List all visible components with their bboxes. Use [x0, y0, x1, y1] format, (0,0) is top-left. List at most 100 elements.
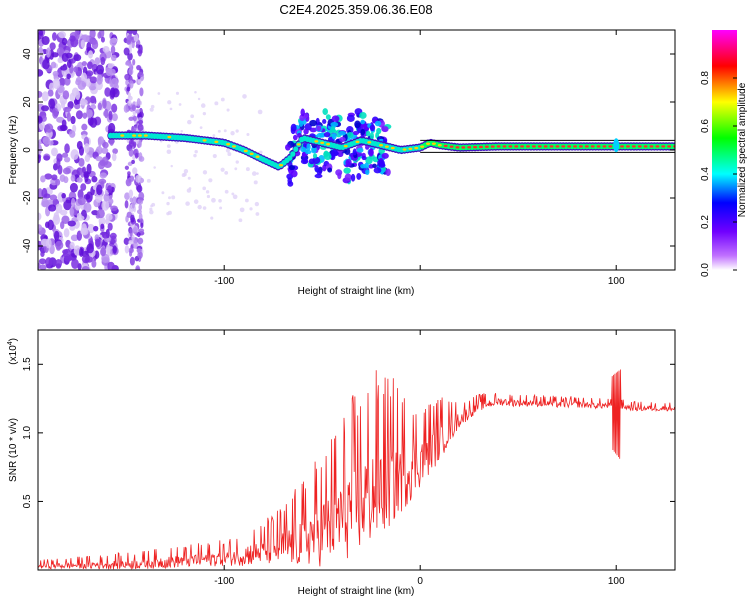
spectrogram-noise-blob [107, 185, 113, 194]
spectrogram-faint-blob [231, 192, 235, 196]
spectrogram-ridge-core [384, 145, 389, 148]
spectrogram-noise-blob [123, 104, 129, 113]
spectrogram-y-tick-label: 0 [22, 147, 33, 153]
spectrogram-noise-blob [89, 117, 98, 128]
spectrogram-faint-blob [153, 166, 156, 169]
spectrogram-faint-blob [212, 134, 216, 137]
spectrogram-noise-blob [44, 123, 54, 133]
spectrogram-noise-blob [42, 59, 50, 70]
spectrogram-noise-blob [77, 196, 86, 206]
spectrogram-noise-blob [38, 188, 43, 199]
spectrogram-noise-blob [64, 256, 73, 262]
spectrogram-noise-blob [140, 222, 144, 229]
snr-y-tick-label: 1.0 [22, 425, 33, 439]
spectrogram-ridge-core [543, 145, 548, 148]
spectrogram-cluster-blob [376, 127, 382, 135]
spectrogram-noise-blob [45, 238, 52, 249]
spectrogram-noise-blob [102, 99, 107, 109]
spectrogram-noise-blob [136, 97, 141, 107]
svg-text:(x104): (x104) [7, 338, 19, 365]
spectrogram-faint-blob [197, 97, 201, 101]
spectrogram-ridge-core [590, 145, 595, 148]
spectrogram-noise-blob [52, 107, 59, 119]
spectrogram-noise-blob [48, 98, 56, 109]
spectrogram-noise-blob [80, 39, 85, 49]
spectrogram-faint-blob [244, 198, 249, 203]
spectrogram-faint-blob [151, 202, 156, 207]
spectrogram-noise-blob [138, 228, 145, 233]
colorbar-tick-label: 0.0 [700, 263, 711, 277]
spectrogram-noise-blob [42, 136, 51, 145]
spectrogram-noise-blob [132, 239, 138, 249]
spectrogram-ridge-core [143, 134, 148, 137]
spectrogram-noise-blob [111, 153, 117, 162]
spectrogram-noise-blob [87, 50, 94, 59]
spectrogram-ridge-core [255, 155, 260, 158]
spectrogram-noise-blob [107, 261, 115, 270]
spectrogram-cluster-blob [323, 153, 332, 161]
spectrogram-noise-blob [102, 233, 109, 239]
colorbar-tick-label: 0.6 [700, 119, 711, 133]
spectrogram-faint-blob [246, 132, 250, 137]
spectrogram-noise-blob [109, 37, 117, 47]
spectrogram-faint-blob [200, 103, 206, 108]
spectrogram-ridge-core [420, 145, 425, 148]
spectrogram-ridge-core [631, 145, 636, 148]
spectrogram-ridge-core [431, 142, 436, 145]
spectrogram-faint-blob [259, 150, 263, 155]
spectrogram-noise-blob [125, 61, 130, 66]
spectrogram-noise-blob [86, 41, 92, 51]
colorbar-tick-label: 0.8 [700, 71, 711, 85]
spectrogram-cluster-blob [292, 134, 298, 141]
spectrogram-noise-blob [60, 100, 66, 109]
spectrogram-ridge-core [202, 139, 207, 142]
spectrogram-faint-blob [219, 206, 223, 210]
spectrogram-noise-blob [136, 248, 142, 253]
spectrogram-faint-blob [205, 190, 210, 194]
spectrogram-noise-blob [81, 266, 90, 270]
spectrogram-noise-blob [139, 87, 144, 97]
spectrogram-cluster-blob [365, 130, 371, 137]
spectrogram-ridge-core [137, 134, 142, 137]
spectrogram-cluster-blob [369, 132, 374, 140]
spectrogram-noise-blob [100, 223, 105, 229]
spectrogram-ridge-core [596, 145, 601, 148]
spectrogram-noise-blob [38, 46, 43, 54]
spectrogram-noise-blob [77, 80, 86, 91]
spectrogram-noise-blob [61, 52, 69, 62]
spectrogram-faint-blob [187, 119, 192, 125]
spectrogram-faint-blob [210, 216, 214, 220]
spectrogram-noise-blob [55, 178, 61, 186]
spectrogram-noise-blob [75, 110, 83, 120]
spectrogram-y-label: Frequency (Hz) [8, 116, 19, 185]
spectrogram-noise-blob [69, 92, 75, 102]
spectrogram-noise-blob [93, 225, 99, 232]
spectrogram-ridge-core [326, 143, 331, 146]
snr-x-tick-label: -100 [214, 576, 234, 587]
spectrogram-noise-blob [137, 251, 143, 260]
spectrogram-noise-blob [41, 197, 49, 208]
spectrogram-noise-blob [48, 204, 57, 212]
spectrogram-noise-blob [96, 74, 103, 85]
spectrogram-cluster-blob [298, 119, 304, 127]
spectrogram-noise-blob [38, 258, 47, 265]
spectrogram-noise-blob [110, 205, 118, 211]
spectrogram-ridge-mid [293, 146, 299, 152]
spectrogram-ridge-core [320, 141, 325, 144]
snr-scale-exponent: 4 [7, 341, 14, 345]
spectrogram-faint-blob [167, 100, 172, 105]
spectrogram-ridge-core [232, 145, 236, 148]
spectrogram-faint-blob [160, 140, 163, 143]
spectrogram-noise-blob [52, 32, 57, 41]
spectrogram-noise-blob [133, 34, 139, 42]
spectrogram-x-label: Height of straight line (km) [298, 286, 415, 297]
spectrogram-noise-blob [53, 212, 60, 221]
spectrogram-noise-blob [44, 173, 53, 180]
spectrogram-faint-blob [239, 207, 245, 213]
spectrogram-noise-blob [38, 90, 43, 98]
spectrogram-faint-blob [226, 108, 230, 112]
spectrogram-cluster-blob [361, 155, 367, 161]
spectrogram-noise-blob [128, 148, 134, 157]
spectrogram-cluster-blob [345, 158, 352, 167]
spectrogram-cluster-blob [300, 108, 305, 117]
